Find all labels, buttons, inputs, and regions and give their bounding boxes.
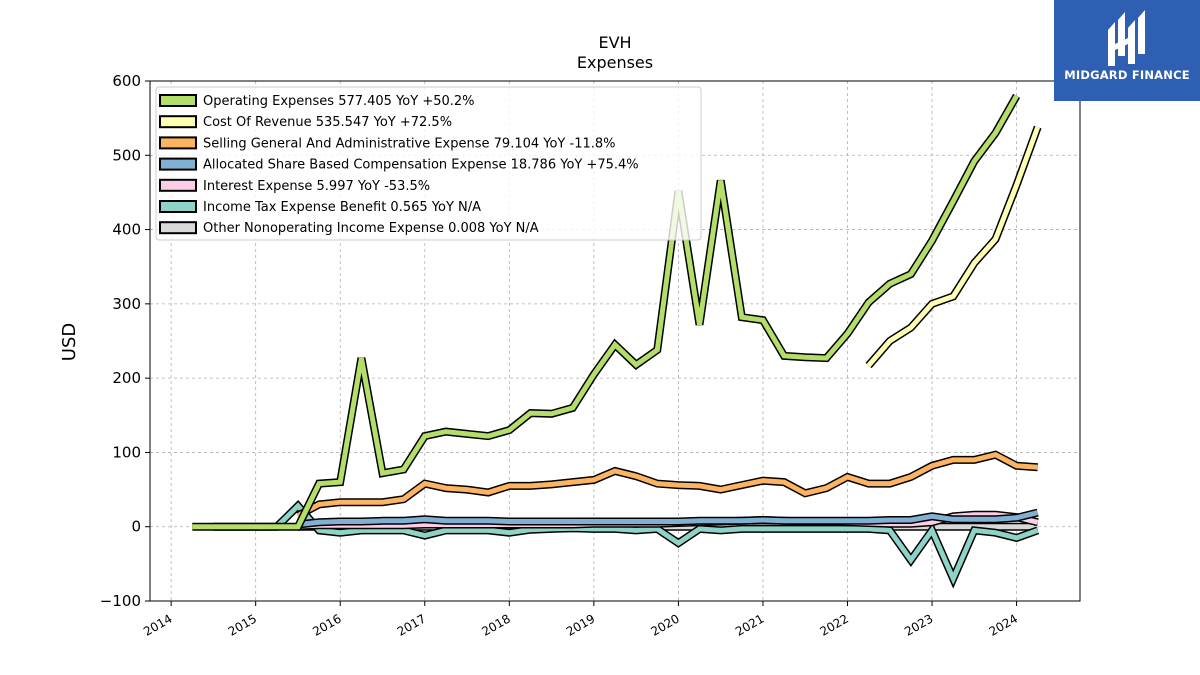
y-tick-label: −100: [100, 592, 141, 610]
legend-swatch: [159, 221, 197, 235]
legend-label: Other Nonoperating Income Expense 0.008 …: [203, 221, 539, 236]
y-tick-label: 200: [112, 369, 141, 387]
x-tick-label: 2022: [818, 611, 851, 638]
y-tick-label: 400: [112, 221, 141, 239]
midgard-finance-logo: MIDGARD FINANCE: [1054, 0, 1200, 101]
legend-item: Selling General And Administrative Expen…: [159, 136, 616, 151]
legend-swatch: [159, 178, 197, 192]
x-axis-ticks: 2014 2015 2016 2017 2018 2019 2020 2021 2022 2023…: [141, 601, 1020, 639]
legend-label: Cost Of Revenue 535.547 YoY +72.5%: [203, 115, 452, 130]
legend-swatch: [159, 115, 197, 129]
series-line-allocated-share-based-compensation-expense: [297, 508, 1039, 529]
x-tick-label: 2016: [310, 611, 343, 638]
series-line-selling-general-and-administrative-expense: [296, 450, 1038, 520]
x-tick-label: 2024: [987, 611, 1020, 638]
y-tick-label: 500: [112, 146, 141, 164]
x-tick-label: 2018: [479, 611, 512, 638]
series-line-operating-expenses: [192, 93, 1021, 531]
x-tick-label: 2019: [564, 611, 597, 638]
y-tick-label: 0: [131, 518, 141, 536]
legend-item: Interest Expense 5.997 YoY -53.5%: [159, 178, 430, 194]
y-tick-label: 600: [112, 72, 141, 90]
legend-label: Selling General And Administrative Expen…: [203, 136, 616, 151]
chart-subtitle: Expenses: [577, 53, 653, 72]
legend-label: Income Tax Expense Benefit 0.565 YoY N/A: [203, 200, 481, 215]
logo-text: MIDGARD FINANCE: [1064, 68, 1190, 82]
legend-item: Allocated Share Based Compensation Expen…: [159, 157, 639, 173]
y-tick-label: 300: [112, 295, 141, 313]
x-tick-label: 2021: [733, 611, 766, 638]
legend-label: Operating Expenses 577.405 YoY +50.2%: [203, 94, 475, 109]
legend-swatch: [159, 157, 197, 171]
y-tick-label: 100: [112, 443, 141, 461]
x-tick-label: 2014: [141, 611, 174, 638]
x-tick-label: 2015: [226, 611, 259, 638]
chart-legend: Operating Expenses 577.405 YoY +50.2% Cos…: [155, 86, 702, 241]
x-tick-label: 2020: [648, 611, 681, 638]
legend-item: Cost Of Revenue 535.547 YoY +72.5%: [159, 115, 452, 130]
legend-label: Allocated Share Based Compensation Expen…: [203, 158, 639, 173]
legend-item: Income Tax Expense Benefit 0.565 YoY N/A: [159, 200, 481, 215]
legend-swatch: [159, 136, 197, 150]
chart-series: [192, 93, 1042, 589]
legend-box: [155, 86, 702, 241]
legend-item: Operating Expenses 577.405 YoY +50.2%: [159, 94, 475, 109]
x-tick-label: 2023: [902, 611, 935, 638]
legend-item: Other Nonoperating Income Expense 0.008 …: [159, 221, 539, 236]
legend-swatch: [159, 94, 197, 107]
y-axis-ticks: −100 0 100 200 300 400 500 600: [100, 72, 150, 610]
series-line-income-tax-expense-benefit: [213, 500, 1040, 589]
midgard-monogram-icon: [1108, 10, 1145, 66]
y-axis-label: USD: [59, 323, 80, 361]
legend-label: Interest Expense 5.997 YoY -53.5%: [203, 179, 430, 194]
legend-swatch: [159, 200, 197, 213]
x-tick-label: 2017: [395, 611, 428, 638]
series-line-cost-of-revenue: [865, 125, 1042, 369]
chart-title: EVH: [598, 33, 631, 52]
plot-area-frame: [149, 80, 1081, 602]
